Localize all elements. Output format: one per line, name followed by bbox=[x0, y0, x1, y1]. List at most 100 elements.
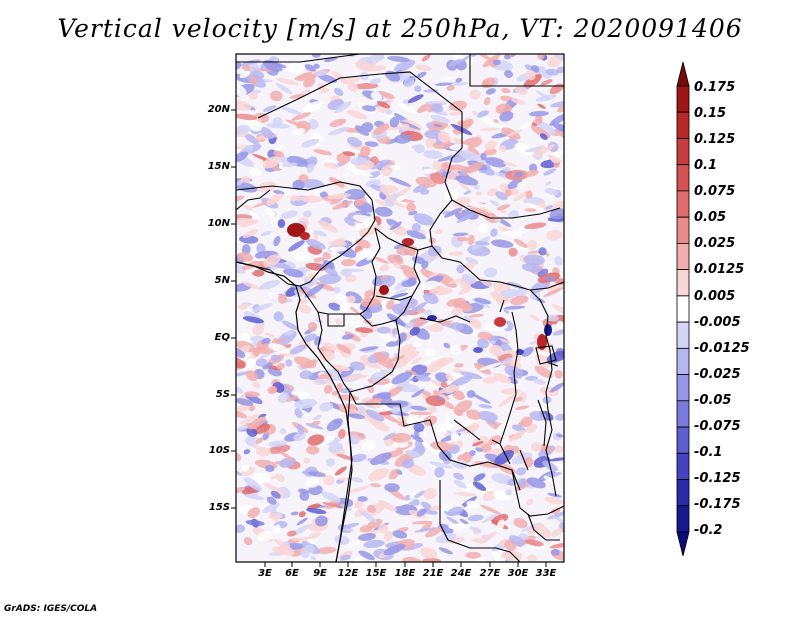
field-cell bbox=[289, 94, 304, 99]
field-cell bbox=[236, 145, 250, 150]
field-cell bbox=[310, 556, 317, 561]
field-cell bbox=[544, 188, 559, 196]
field-cell bbox=[359, 525, 373, 533]
field-cell bbox=[305, 239, 326, 250]
field-cell bbox=[484, 267, 497, 278]
field-cell bbox=[280, 210, 298, 219]
field-cell bbox=[259, 279, 280, 290]
colorbar-label: 0.0125 bbox=[694, 262, 745, 277]
field-cell bbox=[443, 342, 451, 349]
lon-label-3e: 3E bbox=[258, 568, 272, 579]
field-cell bbox=[555, 413, 564, 421]
field-cell bbox=[243, 537, 253, 546]
field-cell bbox=[307, 471, 326, 477]
field-cell bbox=[303, 77, 316, 88]
field-cell bbox=[434, 285, 445, 292]
field-cell bbox=[467, 234, 475, 246]
field-cell bbox=[286, 530, 297, 537]
field-cell bbox=[343, 171, 350, 178]
field-cell bbox=[549, 382, 564, 393]
field-cell bbox=[513, 238, 528, 248]
colorbar-swatch bbox=[676, 85, 690, 113]
lon-label-6e: 6E bbox=[285, 568, 299, 579]
colorbar-swatch bbox=[676, 138, 690, 166]
field-cell bbox=[467, 526, 482, 533]
field-cell bbox=[369, 78, 382, 85]
field-cell bbox=[472, 481, 487, 492]
field-cell bbox=[277, 219, 286, 228]
field-cell bbox=[315, 281, 336, 292]
field-cell bbox=[524, 222, 547, 230]
field-cell bbox=[456, 236, 469, 242]
field-cell bbox=[423, 309, 433, 316]
field-cell bbox=[441, 161, 453, 173]
field-cell bbox=[435, 372, 449, 383]
field-cell bbox=[491, 473, 514, 485]
field-cell bbox=[485, 157, 507, 168]
field-cell bbox=[482, 54, 501, 68]
field-cell bbox=[270, 90, 283, 102]
field-cell bbox=[458, 182, 470, 191]
field-cell bbox=[321, 491, 341, 503]
lon-label-12e: 12E bbox=[337, 568, 359, 579]
field-cell bbox=[402, 269, 418, 280]
field-cell bbox=[551, 514, 564, 527]
field-cell bbox=[529, 314, 540, 322]
field-cell bbox=[453, 472, 465, 480]
field-cell bbox=[317, 546, 337, 554]
field-cell bbox=[422, 390, 432, 397]
field-cell bbox=[456, 264, 465, 274]
colorbar bbox=[676, 61, 690, 557]
colorbar-label: -0.075 bbox=[694, 419, 741, 434]
field-cell bbox=[252, 269, 265, 277]
field-cell bbox=[307, 434, 325, 446]
colorbar-top-arrow bbox=[676, 61, 690, 87]
field-cell bbox=[243, 133, 260, 145]
field-cell bbox=[508, 210, 519, 219]
field-cell bbox=[551, 122, 564, 133]
field-cell bbox=[364, 141, 379, 147]
field-cell bbox=[466, 500, 479, 509]
field-cell bbox=[370, 91, 383, 102]
field-cell bbox=[286, 395, 299, 402]
field-cell bbox=[543, 168, 557, 176]
field-cell bbox=[245, 519, 265, 526]
field-cell bbox=[313, 230, 327, 237]
field-cell bbox=[313, 257, 325, 262]
field-cell bbox=[515, 405, 530, 410]
field-cell bbox=[391, 201, 407, 208]
field-cell bbox=[270, 354, 282, 362]
field-cell bbox=[504, 189, 512, 197]
field-cell bbox=[503, 305, 526, 310]
field-cell bbox=[414, 85, 422, 93]
field-cell bbox=[411, 520, 433, 525]
field-cell bbox=[378, 523, 388, 534]
colorbar-label: 0.05 bbox=[694, 210, 727, 225]
field-cell bbox=[373, 123, 390, 136]
field-cell bbox=[474, 461, 498, 469]
field-cell bbox=[453, 400, 473, 414]
field-cell bbox=[258, 126, 275, 139]
field-cell bbox=[276, 77, 299, 86]
field-cell bbox=[284, 329, 296, 336]
field-cell bbox=[443, 207, 463, 218]
field-cell bbox=[545, 181, 552, 186]
field-cell bbox=[368, 418, 390, 432]
field-cell bbox=[411, 223, 421, 233]
field-cell bbox=[465, 257, 479, 265]
field-cell bbox=[346, 136, 363, 147]
field-cell bbox=[543, 475, 556, 484]
field-cell bbox=[427, 405, 437, 413]
field-cell bbox=[367, 505, 377, 513]
field-cell bbox=[369, 304, 383, 313]
field-cell bbox=[423, 150, 443, 159]
field-cell bbox=[241, 281, 262, 291]
field-cell bbox=[475, 447, 483, 452]
field-cell bbox=[324, 379, 335, 385]
field-cell bbox=[237, 252, 254, 262]
field-cell bbox=[525, 169, 539, 177]
field-cell bbox=[348, 413, 365, 420]
field-cell bbox=[423, 292, 439, 305]
field-cell bbox=[449, 100, 468, 112]
field-cell bbox=[239, 219, 260, 228]
